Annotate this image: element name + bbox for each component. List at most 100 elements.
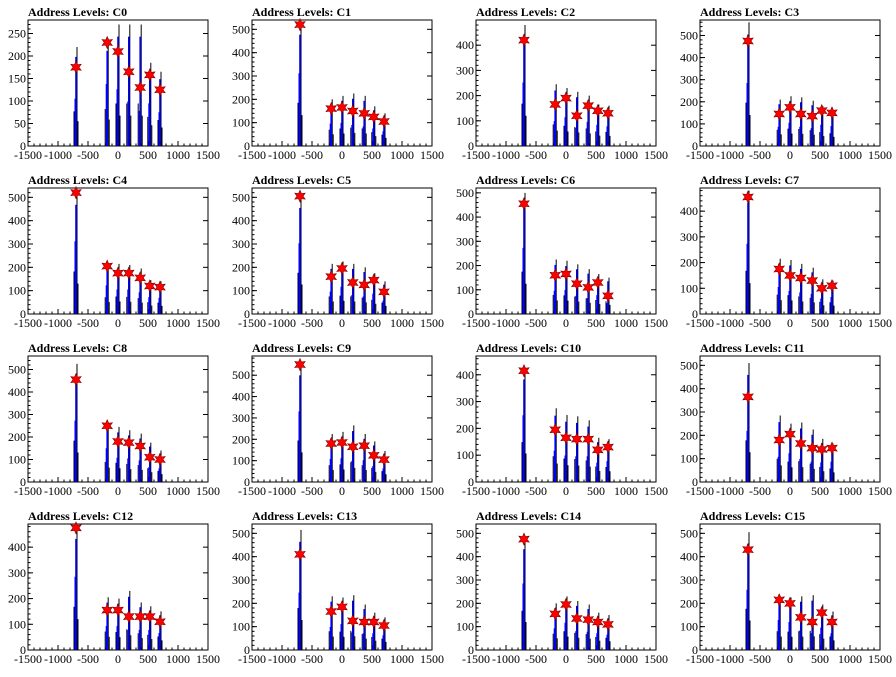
peak-marker-star [154, 452, 166, 467]
y-tick-label: 200 [232, 92, 250, 106]
x-tick-label: -1000 [268, 316, 296, 330]
y-tick-label: 100 [456, 620, 474, 634]
x-tick-label: -500 [77, 316, 99, 330]
y-tick-label: 400 [232, 550, 250, 564]
y-tick-label: 200 [232, 260, 250, 274]
y-tick-label: 0 [244, 139, 250, 153]
chart-panel-11: Address Levels: C11 0 100 200 300 400 500 -1500… [680, 341, 892, 498]
x-tick-label: 0 [787, 652, 793, 666]
x-tick-label: 0 [115, 652, 121, 666]
peak-marker-star [560, 431, 572, 445]
x-tick-label: -1500 [14, 148, 42, 162]
y-tick-label: 100 [680, 281, 698, 295]
y-tick-label: 400 [456, 368, 474, 382]
peak-marker-star [784, 596, 796, 611]
x-tick-label: 1500 [420, 652, 444, 666]
peak-marker-star [143, 609, 156, 624]
peak-marker-star [367, 110, 380, 124]
x-tick-label: 0 [787, 316, 793, 330]
peak-marker-star [784, 268, 796, 283]
chart-panel-12: Address Levels: C12 0 100 200 300 400 -1500 -10… [8, 509, 220, 666]
y-tick-label: 0 [692, 643, 698, 657]
x-tick-label: 0 [339, 148, 345, 162]
y-tick-label: 500 [456, 526, 474, 540]
y-tick-label: 300 [8, 566, 26, 580]
peak-marker-star [336, 600, 348, 614]
peak-marker-star [560, 91, 572, 105]
x-tick-label: 500 [363, 148, 381, 162]
y-tick-label: 100 [680, 117, 698, 131]
x-tick-label: 500 [363, 484, 381, 498]
x-tick-label: -1500 [462, 148, 490, 162]
peak-marker-star [122, 435, 135, 450]
y-tick-label: 500 [232, 22, 250, 36]
x-tick-label: -1500 [462, 316, 490, 330]
x-tick-label: 1000 [614, 316, 638, 330]
x-tick-label: 1000 [166, 484, 190, 498]
chart-panel-15: Address Levels: C15 0 100 200 300 400 500 -1500… [680, 509, 892, 666]
y-tick-label: 100 [232, 620, 250, 634]
chart-title: Address Levels: C6 [476, 173, 575, 187]
peak-marker-star [826, 441, 838, 455]
peak-marker-star [742, 34, 754, 48]
x-tick-label: -1000 [44, 148, 72, 162]
x-tick-label: -1000 [492, 148, 520, 162]
peak-marker-star [518, 33, 530, 47]
peak-marker-star [294, 357, 306, 372]
x-tick-label: -1000 [268, 484, 296, 498]
peak-marker-star [826, 278, 838, 293]
x-tick-label: 500 [587, 316, 605, 330]
peak-marker-star [122, 609, 135, 624]
y-tick-label: 0 [692, 307, 698, 321]
peak-marker-star [70, 521, 82, 535]
peak-marker-star [591, 615, 604, 629]
y-tick-label: 0 [468, 139, 474, 153]
chart-panel-7: Address Levels: C7 0 100 200 300 400 -1500 -100… [680, 173, 892, 330]
peak-marker-star [367, 615, 380, 629]
x-tick-label: -1500 [238, 652, 266, 666]
x-tick-label: 0 [563, 316, 569, 330]
peak-marker-star [294, 17, 306, 32]
x-tick-label: -1000 [268, 652, 296, 666]
y-tick-label: 200 [456, 596, 474, 610]
y-tick-label: 400 [232, 390, 250, 404]
x-tick-label: 1000 [390, 652, 414, 666]
x-tick-label: 1000 [838, 148, 862, 162]
peak-marker-star [336, 435, 348, 450]
chart-panel-9: Address Levels: C90100200300400500-1500-… [232, 341, 444, 498]
chart-title: Address Levels: C11 [700, 341, 804, 355]
y-tick-label: 300 [680, 73, 698, 87]
chart-panel-6: Address Levels: C60100200300400500-1500-… [456, 173, 668, 330]
y-tick-label: 100 [8, 617, 26, 631]
peak-marker-star [794, 107, 807, 121]
peak-marker-star [346, 614, 359, 628]
chart-panel-10: Address Levels: C10 0 100 200 300 400 -1500 -10… [456, 341, 668, 498]
peak-marker-star [591, 103, 604, 118]
x-tick-label: 1000 [614, 652, 638, 666]
y-tick-label: 200 [8, 49, 26, 63]
x-tick-label: 1000 [390, 148, 414, 162]
x-tick-label: -500 [77, 652, 99, 666]
chart-panel-8: Address Levels: C80100200300400500-1500-… [8, 341, 220, 498]
x-tick-label: 1000 [166, 316, 190, 330]
chart-panel-5: Address Levels: C50100200300400500-1500-… [232, 173, 444, 330]
x-tick-label: 1500 [868, 148, 892, 162]
peak-marker-star [582, 432, 595, 446]
x-tick-label: 1500 [420, 484, 444, 498]
chart-panel-1: Address Levels: C10100200300400500-1500-… [232, 5, 444, 162]
y-tick-label: 200 [8, 260, 26, 274]
y-tick-label: 300 [456, 63, 474, 77]
chart-title: Address Levels: C13 [252, 509, 357, 523]
y-tick-label: 400 [8, 385, 26, 399]
y-tick-label: 500 [232, 190, 250, 204]
peak-marker-star [806, 615, 819, 629]
x-tick-label: 0 [563, 148, 569, 162]
y-tick-label: 0 [468, 307, 474, 321]
y-tick-label: 200 [680, 95, 698, 109]
peak-marker-star [591, 275, 604, 290]
peak-marker-star [336, 100, 348, 115]
x-tick-label: -500 [749, 148, 771, 162]
y-tick-label: 400 [232, 214, 250, 228]
x-tick-label: 1000 [390, 484, 414, 498]
